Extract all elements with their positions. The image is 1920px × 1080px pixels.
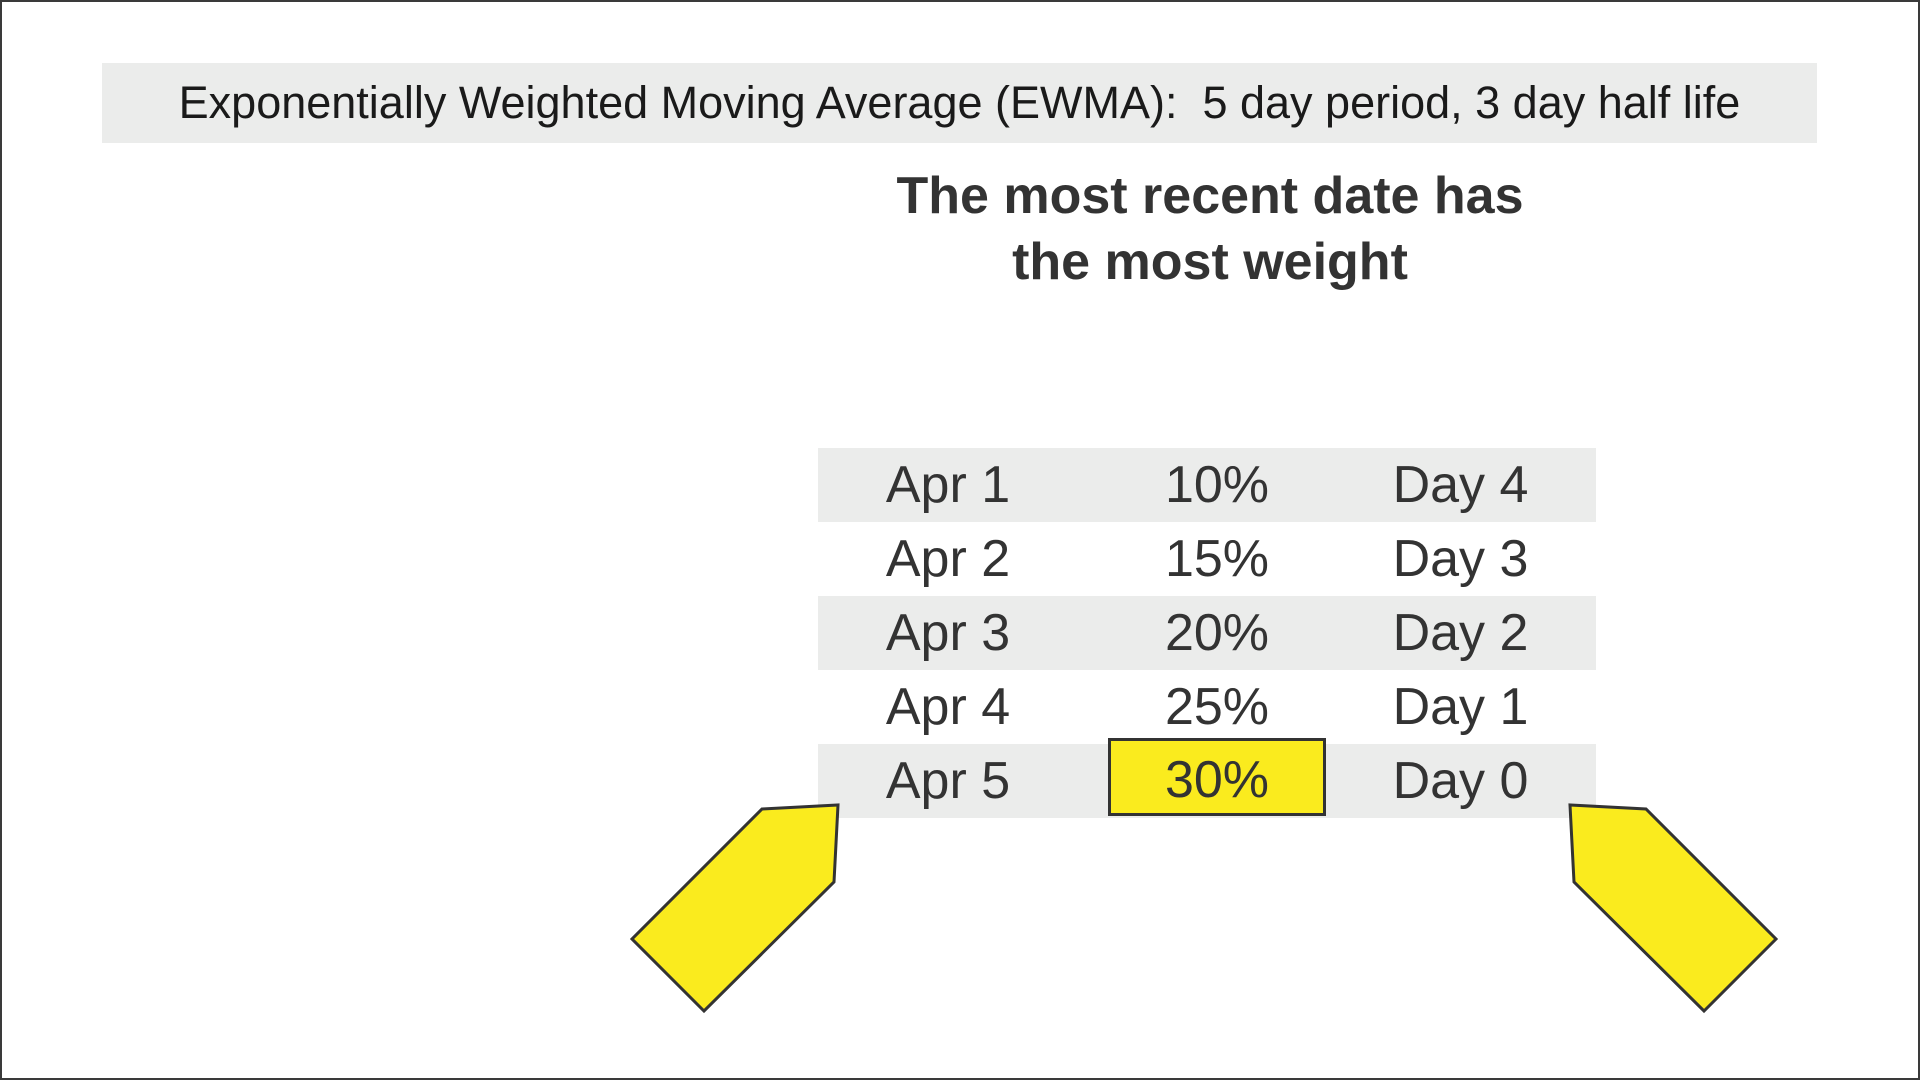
day-cell: Day 4	[1392, 456, 1529, 514]
table-row: Apr 3 20% Day 2	[818, 596, 1596, 670]
highlighted-weight-cell: 30%	[1108, 738, 1326, 816]
weight-cell: 25%	[1164, 678, 1270, 736]
date-cell: Apr 1	[885, 456, 1011, 514]
weight-cell: 10%	[1164, 456, 1270, 514]
arrow-left-icon	[629, 803, 840, 1014]
date-cell: Apr 3	[885, 604, 1011, 662]
weight-cell: 20%	[1164, 604, 1270, 662]
table-row: Apr 2 15% Day 3	[818, 522, 1596, 596]
day-cell: Day 1	[1392, 678, 1529, 736]
header-title: Exponentially Weighted Moving Average (E…	[178, 77, 1741, 128]
weight-cell: 15%	[1164, 530, 1270, 588]
table-row: Apr 5 30% Day 0	[818, 738, 1596, 818]
day-cell: Day 0	[1392, 752, 1529, 810]
header-band: Exponentially Weighted Moving Average (E…	[102, 63, 1817, 143]
subtitle: The most recent date has the most weight	[800, 163, 1620, 295]
arrow-right-icon	[1568, 803, 1779, 1014]
day-cell: Day 3	[1392, 530, 1529, 588]
weights-table: Apr 1 10% Day 4 Apr 2 15% Day 3 Apr 3 20…	[818, 448, 1596, 818]
table-row: Apr 4 25% Day 1	[818, 670, 1596, 744]
subtitle-line-2: the most weight	[1012, 233, 1408, 291]
day-cell: Day 2	[1392, 604, 1529, 662]
date-cell: Apr 5	[885, 752, 1011, 810]
table-row: Apr 1 10% Day 4	[818, 448, 1596, 522]
subtitle-line-1: The most recent date has	[896, 167, 1524, 225]
date-cell: Apr 2	[885, 530, 1011, 588]
date-cell: Apr 4	[885, 678, 1011, 736]
